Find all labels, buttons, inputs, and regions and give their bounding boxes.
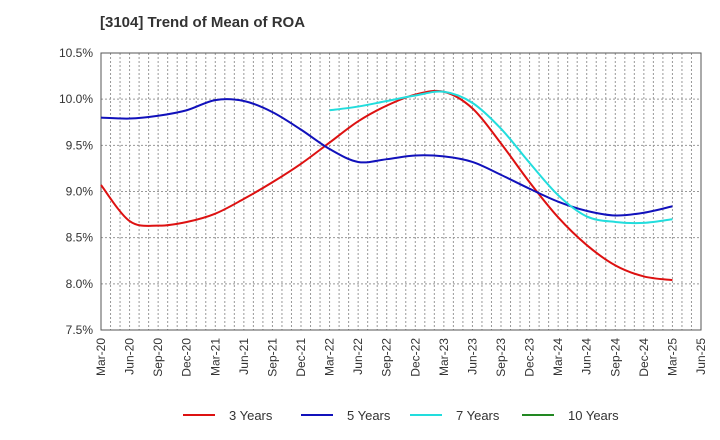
x-tick-label: Sep-21 [265, 338, 279, 377]
y-tick-label: 8.0% [66, 277, 94, 291]
series-line-7-years [329, 90, 673, 225]
x-tick-label: Mar-24 [551, 338, 565, 376]
x-tick-label: Mar-23 [437, 338, 451, 376]
x-tick-label: Dec-24 [637, 338, 651, 377]
x-tick-label: Dec-22 [408, 338, 422, 377]
x-tick-label: Dec-23 [523, 338, 537, 377]
y-tick-label: 9.5% [66, 138, 94, 152]
legend-label: 5 Years [347, 407, 391, 423]
x-tick-label: Dec-21 [294, 338, 308, 377]
y-tick-label: 10.0% [59, 92, 93, 106]
series-line-5-years [100, 98, 673, 217]
x-tick-label: Dec-20 [180, 338, 194, 377]
legend-item: 5 Years [301, 404, 390, 426]
legend-swatch [410, 414, 442, 416]
x-tick-label: Mar-22 [323, 338, 337, 376]
y-tick-label: 8.5% [66, 231, 94, 245]
x-tick-label: Mar-25 [665, 338, 679, 376]
x-tick-label: Jun-23 [465, 338, 479, 375]
x-tick-label: Mar-20 [94, 338, 108, 376]
x-tick-label: Sep-23 [494, 338, 508, 377]
plot-border [100, 52, 702, 331]
legend-item: 3 Years [183, 404, 272, 426]
x-tick-label: Mar-21 [208, 338, 222, 376]
x-tick-label: Jun-20 [123, 338, 137, 375]
y-tick-label: 7.5% [66, 323, 94, 337]
legend-swatch [183, 414, 215, 416]
legend-item: 10 Years [522, 404, 619, 426]
series-line-3-years [100, 89, 673, 282]
chart-legend: 3 Years 5 Years 7 Years 10 Years [0, 404, 720, 426]
x-tick-label: Jun-21 [237, 338, 251, 375]
legend-label: 7 Years [456, 407, 500, 423]
legend-swatch [301, 414, 333, 416]
legend-label: 3 Years [229, 407, 273, 423]
legend-swatch [522, 414, 554, 416]
chart-title: [3104] Trend of Mean of ROA [100, 14, 306, 31]
x-tick-label: Sep-22 [380, 338, 394, 377]
x-tick-label: Jun-24 [580, 338, 594, 375]
x-tick-label: Sep-20 [151, 338, 165, 377]
legend-label: 10 Years [568, 407, 619, 423]
y-tick-label: 10.5% [59, 46, 93, 60]
y-tick-label: 9.0% [66, 185, 94, 199]
legend-item: 7 Years [410, 404, 499, 426]
x-tick-label: Sep-24 [608, 338, 622, 377]
x-tick-label: Jun-22 [351, 338, 365, 375]
x-tick-label: Jun-25 [694, 338, 708, 375]
